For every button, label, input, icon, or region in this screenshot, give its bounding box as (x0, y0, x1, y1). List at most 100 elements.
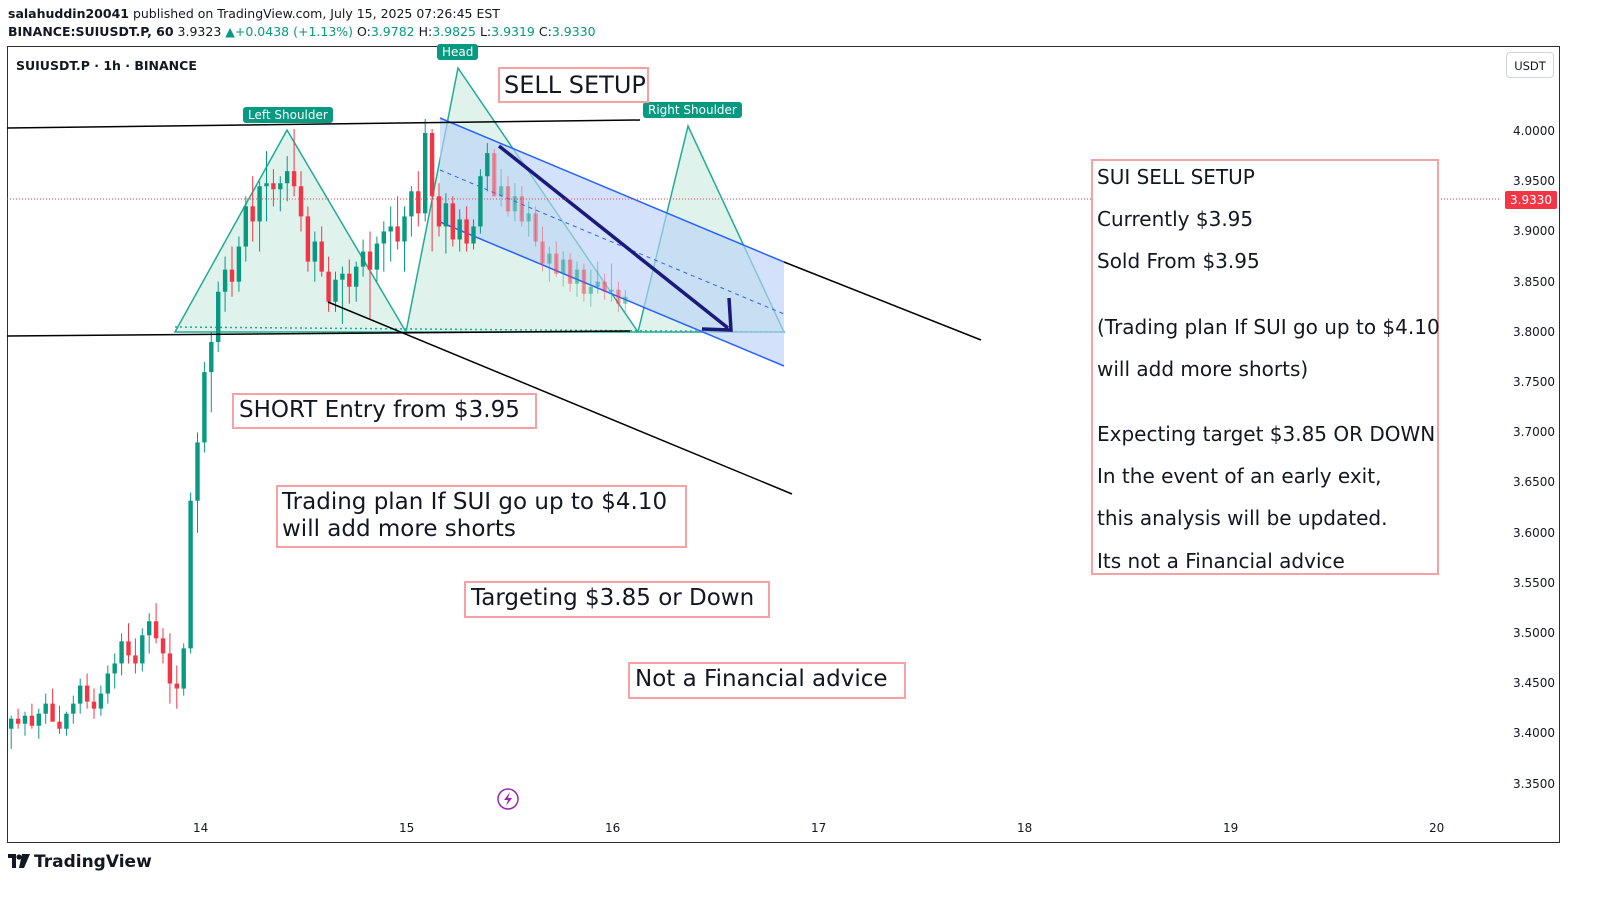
candle-body (561, 259, 566, 274)
candle-body (181, 648, 186, 689)
price-axis-label: 3.5500 (1513, 575, 1555, 590)
candle-body (623, 296, 628, 304)
published-text: published on TradingView.com, July 15, 2… (132, 6, 500, 21)
candle-body (264, 183, 269, 187)
lightning-icon (504, 792, 512, 806)
candle-body (423, 133, 428, 214)
currency-button[interactable]: USDT (1506, 52, 1554, 78)
open-value: 3.9782 (370, 24, 415, 39)
left-shoulder-triangle[interactable] (173, 128, 408, 333)
candle-body (374, 243, 380, 270)
candle-body (416, 191, 421, 214)
candle-body (512, 196, 518, 212)
candle-body (84, 685, 90, 702)
candle-body (36, 713, 41, 726)
candle-body (43, 703, 48, 714)
candle-body (360, 251, 366, 267)
summary-line: this analysis will be updated. (1097, 506, 1388, 530)
candle-body (285, 171, 290, 184)
candle-body (581, 269, 587, 294)
summary-line: Its not a Financial advice (1097, 549, 1345, 573)
candle-body (540, 241, 545, 264)
candle-body (312, 241, 317, 262)
candle-body (160, 638, 166, 654)
chart-frame[interactable] (7, 46, 1560, 843)
candle-body (574, 269, 580, 284)
candles (9, 118, 628, 749)
sell-setup-note[interactable]: SELL SETUP (498, 67, 649, 103)
channel-top-line (439, 117, 785, 263)
candle-body (126, 641, 131, 656)
candle-body (326, 271, 331, 302)
price-axis-label: 3.9500 (1513, 174, 1555, 189)
price-axis-label: 3.7500 (1513, 375, 1555, 389)
time-axis-label: 15 (399, 821, 415, 835)
candle-body (278, 183, 283, 190)
time-axis-label: 20 (1429, 821, 1445, 835)
candle-body (547, 253, 552, 264)
tradingview-logo-icon (8, 852, 30, 872)
candle-body (436, 196, 442, 227)
candle-body (202, 372, 207, 443)
candle-body (9, 718, 14, 729)
time-axis-label: 17 (811, 821, 827, 835)
resistance-line[interactable] (6, 119, 641, 129)
low-label: L: (479, 24, 492, 39)
right-shoulder-label: Right Shoulder (643, 102, 742, 118)
lower-trend-line[interactable] (327, 301, 793, 495)
candle-body (112, 663, 117, 674)
candle-body (298, 186, 304, 217)
tradingview-logo[interactable]: TradingView (8, 852, 152, 872)
candle-body (250, 206, 255, 222)
close-label: C: (538, 24, 552, 39)
last-price-tag: 3.9330 (1505, 191, 1557, 209)
trading-plan-note[interactable]: Trading plan If SUI go up to $4.10 will … (276, 485, 687, 548)
candle-body (478, 176, 483, 227)
chart-legend: SUIUSDT.P · 1h · BINANCE (16, 58, 197, 73)
price-axis-label: 3.5000 (1513, 626, 1555, 640)
close-value: 3.9330 (551, 24, 596, 39)
candle-body (347, 273, 352, 287)
author-name[interactable]: salahuddin20041 (8, 6, 129, 21)
brand-name: TradingView (34, 852, 152, 872)
price-axis-label: 4.0000 (1513, 124, 1555, 138)
candle-body (554, 253, 559, 274)
sell-arrow-head (701, 297, 733, 332)
not-advice-note[interactable]: Not a Financial advice (628, 662, 906, 699)
summary-line: Sold From $3.95 (1097, 249, 1260, 273)
low-value: 3.9319 (491, 24, 535, 39)
candle-body (464, 219, 469, 244)
candle-body (257, 186, 262, 222)
price-axis-label: 3.3500 (1513, 776, 1555, 791)
candle-body (236, 246, 242, 282)
candle-body (395, 226, 400, 242)
channel-mid-line (439, 169, 785, 315)
sell-arrow[interactable] (497, 144, 730, 330)
candle-body (450, 203, 455, 240)
summary-line: Currently $3.95 (1097, 207, 1254, 231)
candle-body (588, 286, 593, 294)
candle-body (595, 281, 600, 287)
sell-setup-summary[interactable]: SUI SELL SETUP Currently $3.95 Sold From… (1091, 159, 1440, 575)
summary-line: will add more shorts) (1097, 357, 1309, 381)
candle-body (174, 683, 179, 689)
candle-body (243, 206, 248, 247)
candle-body (340, 273, 345, 280)
targeting-note[interactable]: Targeting $3.85 or Down (464, 581, 770, 618)
candle-body (429, 133, 435, 197)
candle-body (216, 291, 221, 342)
neckline[interactable] (6, 330, 631, 337)
candle-body (229, 269, 235, 282)
candle-body (57, 721, 62, 729)
price-axis-label: 3.9000 (1513, 224, 1555, 239)
candle-body (167, 653, 173, 684)
candle-body (402, 216, 407, 242)
candle-body (222, 269, 228, 292)
price-axis-label: 3.4000 (1513, 726, 1555, 741)
candle-body (471, 226, 476, 244)
price-axis-label: 3.6500 (1513, 475, 1555, 490)
candle-body (29, 715, 35, 726)
short-entry-note[interactable]: SHORT Entry from $3.95 (232, 393, 537, 429)
price-axis-label: 3.6000 (1513, 525, 1555, 540)
